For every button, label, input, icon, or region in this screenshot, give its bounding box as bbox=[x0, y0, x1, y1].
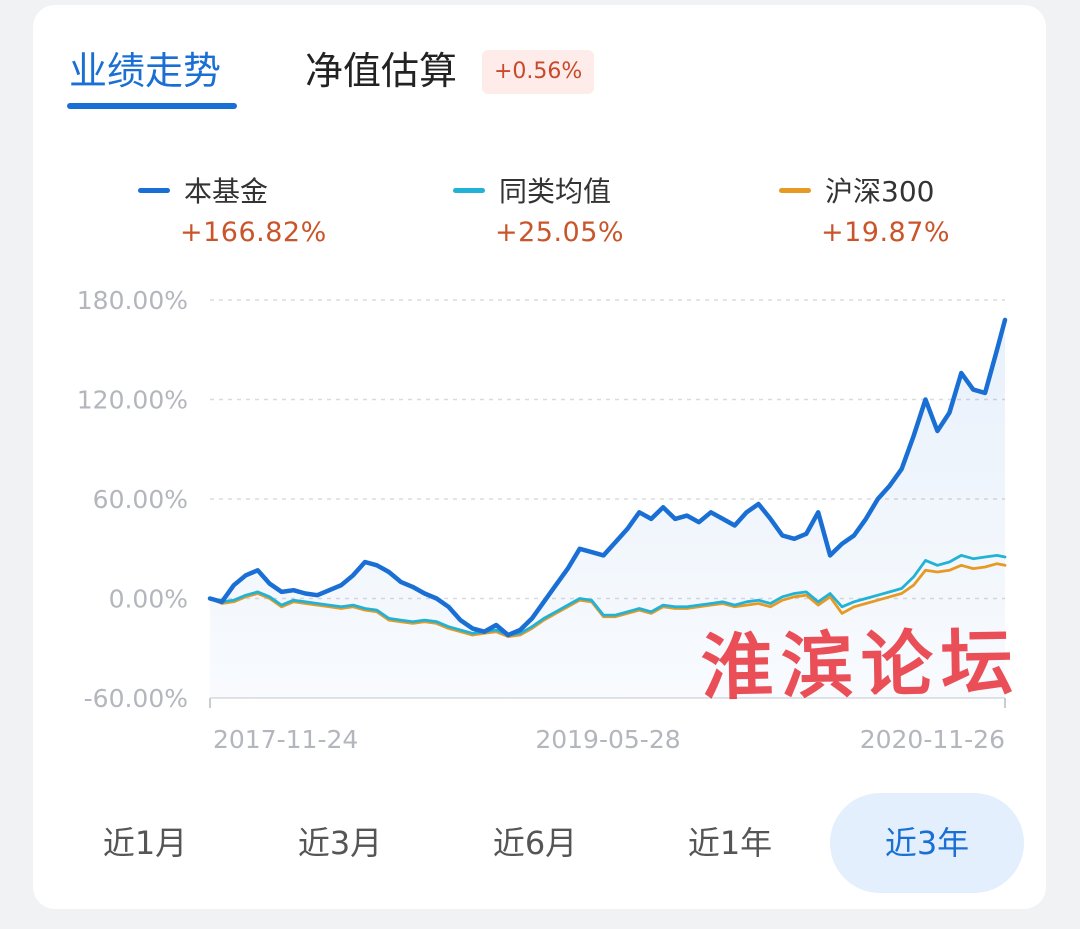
period-button-2[interactable]: 近6月 bbox=[492, 824, 578, 862]
period-button-3[interactable]: 近1年 bbox=[687, 824, 773, 862]
legend-swatch-csi300 bbox=[779, 187, 811, 193]
legend-item-peer-average: 同类均值 +25.05% bbox=[453, 173, 624, 248]
legend-value-peer-average: +25.05% bbox=[495, 217, 625, 248]
period-button-4[interactable]: 近3年 bbox=[830, 793, 1024, 893]
forum-watermark: 淮滨论坛 bbox=[700, 619, 1022, 710]
x-tick-label-0: 2017-11-24 bbox=[213, 725, 358, 754]
x-tick-label-1: 2019-05-28 bbox=[535, 725, 680, 754]
estimate-change-badge: +0.56% bbox=[482, 50, 595, 94]
legend-value-fund: +166.82% bbox=[180, 217, 327, 248]
legend-swatch-peer-average bbox=[453, 187, 485, 193]
legend-value-csi300: +19.87% bbox=[821, 217, 951, 248]
tab-performance[interactable]: 业绩走势 bbox=[69, 49, 222, 93]
y-tick-label-3: 0.00% bbox=[109, 585, 188, 614]
legend-name-peer-average: 同类均值 bbox=[499, 175, 612, 208]
fund-area-fill bbox=[210, 319, 1005, 698]
x-tick-label-2: 2020-11-26 bbox=[860, 725, 1005, 754]
series-line-csi300 bbox=[208, 562, 1007, 638]
legend-name-csi300: 沪深300 bbox=[825, 175, 935, 208]
y-tick-label-2: 60.00% bbox=[93, 485, 188, 514]
tab-nav-estimate[interactable]: 净值估算 bbox=[305, 49, 458, 93]
legend-item-csi300: 沪深300 +19.87% bbox=[779, 173, 950, 248]
period-button-1[interactable]: 近3月 bbox=[297, 824, 383, 862]
series-line-fund bbox=[207, 317, 1008, 638]
y-tick-label-1: 120.00% bbox=[77, 386, 188, 415]
y-tick-label-0: 180.00% bbox=[77, 286, 188, 315]
legend-name-fund: 本基金 bbox=[184, 175, 269, 208]
active-tab-underline bbox=[67, 103, 237, 109]
y-tick-label-4: -60.00% bbox=[84, 684, 188, 713]
series-line-peer-average bbox=[208, 554, 1007, 637]
legend-swatch-fund bbox=[138, 187, 170, 193]
period-selector: 近1月 近3月 近6月 近1年 近3年 bbox=[33, 785, 1046, 895]
period-button-0[interactable]: 近1月 bbox=[102, 824, 188, 862]
tab-bar: 业绩走势 净值估算 +0.56% bbox=[33, 5, 1046, 115]
performance-line-chart[interactable]: 180.00% 120.00% 60.00% 0.00% -60.00% 2017-11-… bbox=[33, 5, 1046, 765]
legend-item-fund: 本基金 +166.82% bbox=[138, 173, 327, 248]
performance-card: 业绩走势 净值估算 +0.56% 本基金 +166.82% 同类均值 +25.0… bbox=[33, 5, 1046, 909]
